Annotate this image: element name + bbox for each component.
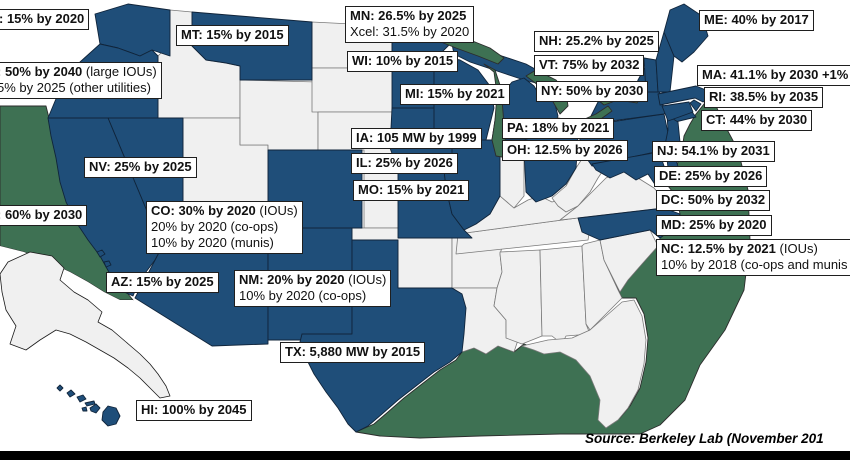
label-or: : 50% by 2040 (large IOUs) 5% by 2025 (ot… [0, 62, 162, 99]
label-line: RI: 38.5% by 2035 [709, 89, 819, 104]
label-line: Xcel: 31.5% by 2020 [350, 24, 470, 39]
source-note: Source: Berkeley Lab (November 201 [585, 431, 824, 446]
label-ny: NY: 50% by 2030 [536, 81, 649, 102]
state-hi [76, 394, 87, 403]
label-ca: : 60% by 2030 [0, 205, 88, 226]
label-line: CT: 44% by 2030 [706, 112, 808, 127]
state-ca-islands [103, 260, 112, 268]
label-line: IL: 25% by 2026 [356, 155, 453, 170]
state-hi [81, 406, 88, 412]
label-nc: NC: 12.5% by 2021 (IOUs) 10% by 2018 (co-… [656, 239, 850, 276]
label-vt: VT: 75% by 2032 [534, 55, 645, 76]
state-ca-islands [96, 249, 106, 258]
label-line: MD: 25% by 2020 [661, 217, 767, 232]
label-il: IL: 25% by 2026 [351, 153, 458, 174]
label-line: AZ: 15% by 2025 [111, 274, 214, 289]
label-line: MA: 41.1% by 2030 +1% [702, 67, 849, 82]
label-line: HI: 100% by 2045 [141, 402, 247, 417]
label-line: DC: 50% by 2032 [661, 192, 766, 207]
label-wa: : 15% by 2020 [0, 9, 90, 30]
label-line: NV: 25% by 2025 [89, 159, 192, 174]
label-line: NY: 50% by 2030 [541, 83, 644, 98]
label-line: IA: 105 MW by 1999 [356, 130, 477, 145]
state-hi [101, 405, 121, 427]
label-me: ME: 40% by 2017 [699, 10, 814, 31]
label-line: VT: 75% by 2032 [539, 57, 640, 72]
label-ri: RI: 38.5% by 2035 [704, 87, 824, 108]
label-nv: NV: 25% by 2025 [84, 157, 197, 178]
label-line: 20% by 2020 (co-ops) [151, 219, 279, 234]
label-tx: TX: 5,880 MW by 2015 [280, 342, 426, 363]
label-md: MD: 25% by 2020 [656, 215, 772, 236]
label-mi: MI: 15% by 2021 [400, 84, 510, 105]
label-line: TX: 5,880 MW by 2015 [285, 344, 421, 359]
state-ct [661, 101, 694, 122]
label-line: NC: 12.5% by 2021 (IOUs) [661, 241, 818, 256]
label-pa: PA: 18% by 2021 [502, 118, 615, 139]
state-wy [239, 79, 319, 151]
label-line: OH: 12.5% by 2026 [507, 142, 623, 157]
label-co: CO: 30% by 2020 (IOUs) 20% by 2020 (co-op… [146, 201, 303, 254]
label-line: NH: 25.2% by 2025 [539, 33, 654, 48]
label-mn: MN: 26.5% by 2025 Xcel: 31.5% by 2020 [345, 6, 475, 43]
bottom-black-bar [0, 451, 850, 460]
label-line: : 15% by 2020 [0, 11, 85, 26]
label-line: 10% by 2020 (munis) [151, 235, 274, 250]
label-dc: DC: 50% by 2032 [656, 190, 771, 211]
label-line: ME: 40% by 2017 [704, 12, 809, 27]
state-hi [84, 400, 96, 407]
label-mo: MO: 15% by 2021 [353, 180, 470, 201]
state-hi [89, 403, 101, 414]
label-de: DE: 25% by 2026 [654, 166, 768, 187]
label-line: PA: 18% by 2021 [507, 120, 610, 135]
state-sc [599, 229, 659, 293]
label-oh: OH: 12.5% by 2026 [502, 140, 628, 161]
label-line: : 50% by 2040 (large IOUs) [0, 64, 157, 79]
label-line: CO: 30% by 2020 (IOUs) [151, 203, 298, 218]
label-line: 10% by 2020 (co-ops) [239, 288, 367, 303]
label-nm: NM: 20% by 2020 (IOUs) 10% by 2020 (co-op… [234, 270, 392, 307]
label-mt: MT: 15% by 2015 [176, 25, 289, 46]
state-me [663, 3, 709, 63]
state-nh [655, 31, 675, 93]
label-line: WI: 10% by 2015 [352, 53, 454, 68]
label-wi: WI: 10% by 2015 [347, 51, 459, 72]
label-hi: HI: 100% by 2045 [136, 400, 252, 421]
label-nj: NJ: 54.1% by 2031 [652, 141, 775, 162]
label-nh: NH: 25.2% by 2025 [534, 31, 659, 52]
state-ak [0, 251, 171, 399]
state-ri [689, 99, 702, 112]
label-line: 10% by 2018 (co-ops and munis [661, 257, 848, 272]
state-hi [66, 389, 76, 398]
label-ct: CT: 44% by 2030 [701, 110, 813, 131]
state-sd [311, 67, 398, 113]
state-fl [521, 299, 647, 429]
label-line: MI: 15% by 2021 [405, 86, 505, 101]
label-ma: MA: 41.1% by 2030 +1% [697, 65, 850, 86]
label-line: NJ: 54.1% by 2031 [657, 143, 770, 158]
label-line: NM: 20% by 2020 (IOUs) [239, 272, 387, 287]
label-az: AZ: 15% by 2025 [106, 272, 219, 293]
label-line: MN: 26.5% by 2025 [350, 8, 467, 23]
label-ia: IA: 105 MW by 1999 [351, 128, 482, 149]
label-line: MO: 15% by 2021 [358, 182, 465, 197]
label-line: : 60% by 2030 [0, 207, 83, 222]
label-line: DE: 25% by 2026 [659, 168, 763, 183]
label-line: 5% by 2025 (other utilities) [0, 80, 151, 95]
state-hi [56, 384, 64, 392]
label-line: MT: 15% by 2015 [181, 27, 284, 42]
